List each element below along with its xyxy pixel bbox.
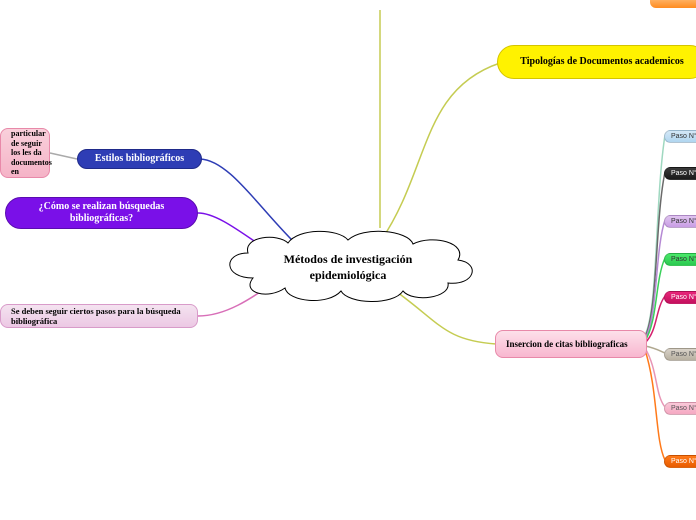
- node-tipologias[interactable]: Tipologías de Documentos academicos: [497, 45, 696, 79]
- node-como-label: ¿Cómo se realizan búsquedas bibliográfic…: [16, 201, 187, 225]
- node-insercion[interactable]: Insercion de citas bibliograficas: [495, 330, 647, 358]
- node-insercion-label: Insercion de citas bibliograficas: [506, 339, 628, 350]
- node-tipologias-label: Tipologías de Documentos academicos: [520, 56, 683, 68]
- node-pasos-label: Se deben seguir ciertos pasos para la bú…: [11, 306, 187, 326]
- step-chip-2[interactable]: Paso N°: [664, 167, 696, 180]
- node-estilos[interactable]: Estilos bibliográficos: [77, 149, 202, 169]
- node-estilos-desc-text: particular de seguir los les da document…: [11, 129, 52, 177]
- step-chip-1[interactable]: Paso N°: [664, 130, 696, 143]
- central-title: Métodos de investigación epidemiológica: [248, 252, 448, 283]
- step-chip-4[interactable]: Paso N°: [664, 253, 696, 266]
- step-chip-6[interactable]: Paso N°: [664, 348, 696, 361]
- step-chip-8[interactable]: Paso N°: [664, 455, 696, 468]
- node-estilos-desc: particular de seguir los les da document…: [0, 128, 50, 178]
- step-chip-7[interactable]: Paso N°: [664, 402, 696, 415]
- node-como[interactable]: ¿Cómo se realizan búsquedas bibliográfic…: [5, 197, 198, 229]
- node-pasos[interactable]: Se deben seguir ciertos pasos para la bú…: [0, 304, 198, 328]
- step-chip-5[interactable]: Paso N°: [664, 291, 696, 304]
- corner-chip: [650, 0, 696, 8]
- node-estilos-label: Estilos bibliográficos: [95, 153, 184, 165]
- step-chip-3[interactable]: Paso N°: [664, 215, 696, 228]
